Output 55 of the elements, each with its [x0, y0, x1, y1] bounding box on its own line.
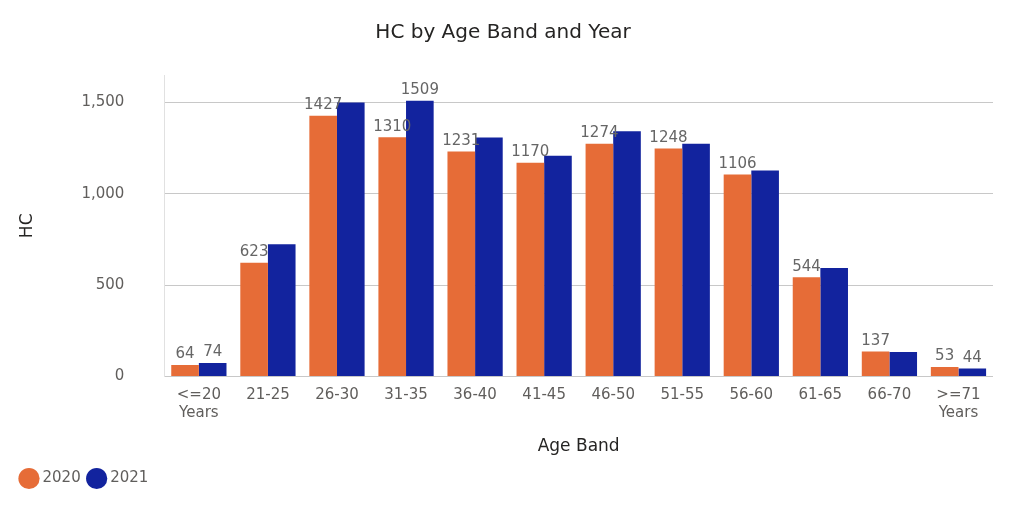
bar	[198, 363, 227, 377]
bar	[820, 268, 848, 377]
bar	[792, 277, 821, 377]
data-label: 1231	[442, 130, 481, 149]
legend-label: 2021	[110, 468, 149, 487]
x-tick-label: 31-35	[384, 385, 428, 404]
bar	[171, 364, 199, 377]
x-tick-label: 51-55	[660, 385, 705, 404]
bar	[751, 170, 779, 377]
data-label: 1274	[580, 123, 619, 142]
bar	[240, 262, 268, 377]
bar	[958, 368, 987, 377]
x-tick-label: 36-40	[453, 385, 497, 404]
y-tick-label: 1,000	[81, 183, 125, 202]
data-label: 137	[861, 330, 890, 349]
bar	[723, 174, 752, 377]
data-label: 1248	[649, 127, 688, 146]
bar	[309, 115, 337, 377]
x-tick-label: 61-65	[798, 385, 843, 404]
data-label: 1106	[718, 153, 757, 172]
bar	[267, 244, 296, 377]
y-axis-title: HC	[15, 213, 36, 239]
bar	[889, 352, 918, 377]
x-tick-label: >=71 Years	[936, 385, 981, 422]
legend-label: 2020	[42, 468, 81, 487]
y-tick-label: 1,500	[81, 92, 125, 111]
bar	[861, 351, 890, 377]
bar	[930, 366, 959, 377]
data-label: 623	[239, 242, 269, 261]
bar	[447, 151, 476, 377]
bar	[378, 137, 407, 377]
x-tick-label: 41-45	[522, 385, 566, 404]
x-tick-label: <=20 Years	[176, 385, 221, 422]
data-label: 1427	[304, 95, 343, 114]
bar	[516, 162, 545, 377]
x-tick-label: 21-25	[246, 385, 290, 404]
bar	[654, 148, 683, 377]
chart-title: HC by Age Band and Year	[375, 19, 632, 44]
x-tick-label: 56-60	[729, 385, 774, 404]
data-label: 53	[935, 346, 955, 365]
bar	[544, 155, 572, 377]
data-label: 1170	[511, 142, 550, 161]
x-axis-title: Age Band	[537, 435, 620, 456]
bar	[585, 143, 614, 377]
data-label: 44	[962, 347, 982, 366]
y-tick-label: 500	[95, 275, 125, 294]
x-tick-label: 66-70	[867, 385, 912, 404]
y-tick-label: 0	[114, 366, 125, 385]
bar	[682, 143, 710, 377]
data-label: 1509	[400, 80, 439, 99]
x-tick-label: 26-30	[315, 385, 359, 404]
data-label: 544	[792, 256, 821, 275]
data-label: 74	[203, 342, 223, 361]
data-label: 64	[175, 344, 195, 363]
x-tick-label: 46-50	[591, 385, 635, 404]
